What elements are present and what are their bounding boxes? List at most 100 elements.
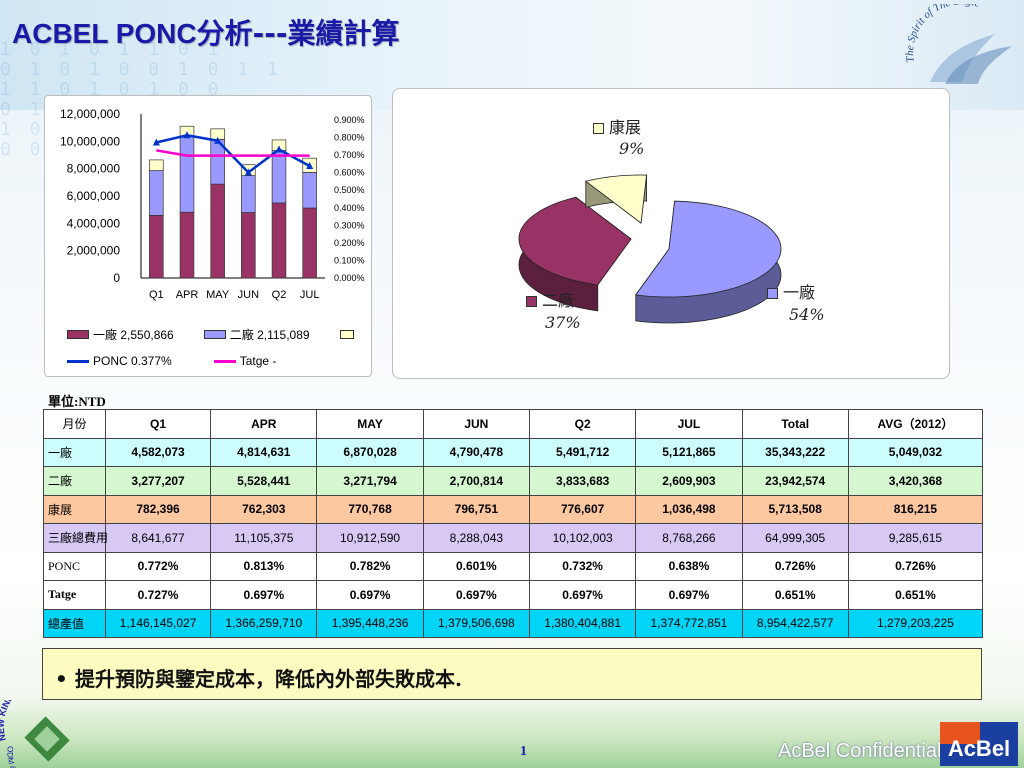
y2-tick-label: 0.300% (334, 220, 365, 230)
y2-tick-label: 0.800% (334, 133, 365, 143)
ponc-marker (244, 168, 252, 176)
bar-legend-row-1: 一廠 2,550,866 二廠 2,115,089 (67, 326, 358, 343)
row-label: 總產值 (43, 608, 106, 638)
performance-table: 月份 Q1 APR MAY JUN Q2 JUL Total AVG（2012）… (43, 409, 984, 638)
table-header: JUL (635, 409, 743, 439)
y2-tick-label: 0.600% (334, 168, 365, 178)
pie-chart (518, 174, 782, 324)
table-cell: 8,288,043 (422, 523, 531, 553)
ponc-marker (306, 161, 314, 169)
y-tick-label: 12,000,000 (60, 107, 120, 121)
table-cell: 0.697% (210, 580, 318, 610)
table-cell: 770,768 (316, 494, 424, 524)
legend-label-ponc: PONC 0.377% (93, 354, 172, 368)
table-cell: 0.697% (422, 580, 531, 610)
table-cell: 782,396 (104, 494, 212, 524)
table-cell: 5,491,712 (528, 437, 637, 467)
table-cell: 0.727% (104, 580, 212, 610)
table-row: 三廠總費用 8,641,677 11,105,375 10,912,590 8,288,… (43, 523, 984, 553)
page-title-latin: ACBEL PONC (12, 18, 197, 49)
table-row: PONC 0.772% 0.813% 0.782% 0.601% 0.732% 0.638%… (43, 551, 984, 581)
table-row: 一廠 4,582,073 4,814,631 6,870,028 4,790,478 5,… (43, 437, 984, 467)
table-header: AVG（2012） (847, 409, 984, 439)
table-cell: 0.772% (104, 551, 212, 581)
y-tick-label: 6,000,000 (67, 189, 121, 203)
y-tick-label: 4,000,000 (67, 216, 121, 230)
y2-tick-label: 0.100% (334, 255, 365, 265)
y-tick-label: 0 (113, 271, 120, 285)
table-cell: 10,102,003 (528, 523, 637, 553)
table-cell: 1,036,498 (635, 494, 743, 524)
pie-chart-panel: 康展 9% 二廠 37% 一廠 54% (392, 88, 950, 379)
pie-swatch-kangzhan (593, 123, 604, 134)
footer-background (0, 698, 1024, 768)
table-header: 月份 (43, 409, 106, 439)
note-box: • 提升預防與鑒定成本，降低內外部失敗成本. (42, 648, 982, 700)
table-header: MAY (316, 409, 424, 439)
legend-label-plant2: 二廠 2,115,089 (229, 328, 310, 342)
y-tick-label: 10,000,000 (60, 134, 120, 148)
pie-label-plant2: 二廠 (526, 287, 574, 311)
table-cell: 4,582,073 (104, 437, 212, 467)
bar-segment (302, 207, 317, 279)
legend-label-plant1: 一廠 2,550,866 (93, 328, 174, 342)
bar-segment (302, 171, 317, 209)
legend-swatch-plant2 (203, 330, 226, 339)
table-cell: 2,609,903 (635, 466, 743, 496)
table-row: 康展 782,396 762,303 770,768 796,751 776,607 1,0… (43, 494, 984, 524)
y2-tick-label: 0.200% (334, 238, 365, 248)
page-number: 1 (520, 744, 527, 759)
ponc-marker (275, 145, 283, 153)
pie-label-kangzhan: 康展 (593, 114, 641, 138)
tatge-line (156, 149, 310, 157)
y-tick-label: 8,000,000 (67, 162, 121, 176)
row-label: 三廠總費用 (43, 523, 108, 553)
table-cell: 0.726% (741, 551, 849, 581)
table-row: 二廠 3,277,207 5,528,441 3,271,794 2,700,814 3,… (43, 466, 984, 496)
ponc-marker (214, 136, 222, 144)
table-cell: 0.782% (316, 551, 424, 581)
y2-tick-label: 0.500% (334, 185, 365, 195)
table-header: JUN (422, 409, 531, 439)
confidential-label: AcBel Confidential (778, 740, 942, 762)
table-cell: 23,942,574 (741, 466, 849, 496)
table-cell: 0.726% (847, 551, 984, 581)
table-cell: 8,768,266 (635, 523, 743, 553)
table-cell: 1,374,772,851 (635, 608, 743, 638)
pie-pct-plant2: 37% (545, 313, 581, 332)
table-header: Total (741, 409, 849, 439)
table-cell: 0.813% (210, 551, 318, 581)
table-cell: 4,814,631 (210, 437, 318, 467)
table-cell: 5,713,508 (741, 494, 849, 524)
note-text: 提升預防與鑒定成本，降低內外部失敗成本. (75, 667, 462, 691)
pie-pct-plant1: 54% (789, 305, 825, 324)
x-tick-label: APR (176, 289, 199, 301)
table-cell: 1,380,404,881 (528, 608, 637, 638)
table-row: Tatge 0.727% 0.697% 0.697% 0.697% 0.697% 0.697… (43, 580, 984, 610)
table-cell: 0.697% (316, 580, 424, 610)
page-title-cjk: 分析---業績計算 (196, 17, 400, 50)
bar-segment (149, 159, 164, 171)
table-cell: 35,343,222 (741, 437, 849, 467)
y2-tick-label: 0.000% (334, 273, 365, 283)
pie-swatch-plant2 (526, 296, 537, 307)
table-cell: 816,215 (847, 494, 984, 524)
table-cell: 762,303 (210, 494, 318, 524)
bar-segment (210, 183, 225, 279)
table-cell: 3,271,794 (316, 466, 424, 496)
row-label: 一廠 (43, 437, 106, 467)
table-cell: 6,870,028 (316, 437, 424, 467)
kinpo-logo: NEW KINPO VALUE ODM & EMS Partner (0, 700, 70, 768)
row-label: PONC (43, 551, 106, 581)
table-row: 總產值 1,146,145,027 1,366,259,710 1,395,448,2… (43, 608, 984, 638)
ponc-marker (152, 138, 160, 146)
table-cell: 3,833,683 (528, 466, 637, 496)
note-bullet: • (55, 667, 68, 691)
pie-pct-kangzhan: 9% (619, 139, 645, 158)
bar-chart-panel: 12,000,000 10,000,000 8,000,000 6,000,000 4,… (44, 95, 372, 377)
x-tick-label: JUL (300, 289, 320, 301)
legend-swatch-tatge (213, 359, 236, 363)
x-tick-label: MAY (206, 289, 230, 301)
table-cell: 4,790,478 (422, 437, 531, 467)
pie-swatch-plant1 (767, 288, 778, 299)
